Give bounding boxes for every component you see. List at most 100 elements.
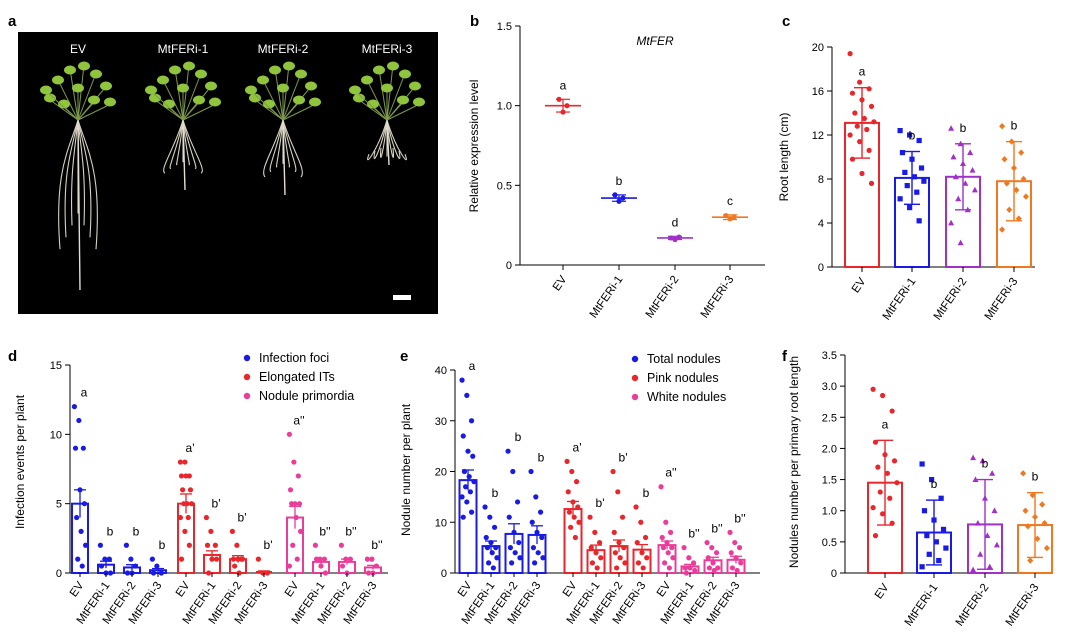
data-point-d xyxy=(97,542,103,548)
stem xyxy=(282,69,289,121)
significance-letter-d: b'' xyxy=(345,524,356,538)
bar-d xyxy=(177,502,195,574)
leaf xyxy=(373,65,385,75)
data-point-e xyxy=(571,514,577,520)
data-point-d xyxy=(286,431,292,437)
root xyxy=(282,119,297,173)
data-point-d xyxy=(124,570,131,576)
data-point-d xyxy=(187,487,194,493)
data-point-e xyxy=(516,539,522,546)
stem xyxy=(386,77,404,121)
data-point-d xyxy=(296,501,303,507)
data-point-f xyxy=(970,566,977,573)
significance-letter-f: b xyxy=(931,477,938,491)
x-tick-label-d: EV xyxy=(174,580,193,600)
data-point-d xyxy=(235,556,241,562)
chart-title-b: MtFER xyxy=(636,34,674,48)
data-point-e xyxy=(732,539,738,546)
data-point-d xyxy=(208,528,214,535)
data-point-e xyxy=(572,534,578,541)
data-point-c xyxy=(969,167,976,173)
data-point-d xyxy=(128,556,134,562)
leaf xyxy=(269,65,281,75)
primary-root xyxy=(386,119,390,166)
data-point-d xyxy=(255,556,261,562)
data-point-d xyxy=(339,563,346,569)
significance-letter-f: b xyxy=(982,457,989,471)
data-point-d xyxy=(107,570,114,576)
data-point-e xyxy=(470,453,476,459)
leaf xyxy=(58,99,70,109)
y-tick-label-f: 1.5 xyxy=(822,475,837,487)
stem xyxy=(182,77,200,121)
y-tick-label-e: 20 xyxy=(435,467,447,479)
data-point-d xyxy=(294,556,300,562)
stem xyxy=(153,93,184,121)
significance-letter-e: b' xyxy=(596,496,605,510)
stem xyxy=(48,93,79,121)
data-point-f xyxy=(1020,470,1027,477)
y-tick-label-c: 4 xyxy=(818,218,824,230)
data-point-d xyxy=(178,473,185,479)
significance-letter-e: b xyxy=(515,430,522,444)
data-point-e xyxy=(471,479,477,485)
x-tick-label-b: EV xyxy=(551,274,570,294)
significance-letter-d: b xyxy=(159,538,166,552)
data-point-d xyxy=(79,563,85,569)
root xyxy=(70,119,79,226)
data-point-e xyxy=(683,570,690,576)
data-point-d xyxy=(76,417,82,424)
data-point-c xyxy=(847,132,853,138)
data-point-c xyxy=(849,90,856,96)
y-tick-label-e: 10 xyxy=(435,517,447,529)
root xyxy=(58,119,79,250)
significance-letter-e: b'' xyxy=(688,527,699,541)
x-tick-label-c: MtFERi-1 xyxy=(881,276,919,323)
data-point-e xyxy=(529,519,535,525)
data-point-d xyxy=(312,542,318,548)
stem xyxy=(357,93,388,121)
data-point-d xyxy=(80,445,86,451)
data-point-d xyxy=(186,542,192,548)
data-point-c xyxy=(948,219,955,226)
data-point-d xyxy=(209,556,215,562)
stem xyxy=(257,101,284,121)
y-tick-label-f: 3.0 xyxy=(822,381,837,393)
x-tick-label-f: MtFERi-3 xyxy=(1004,582,1042,629)
stem xyxy=(77,105,108,121)
data-point-e xyxy=(687,565,693,571)
legend-label-e: White nodules xyxy=(647,390,726,404)
plant-photo xyxy=(18,32,438,314)
y-tick-label-c: 8 xyxy=(818,174,824,186)
data-point-f xyxy=(979,457,986,464)
data-point-d xyxy=(289,501,295,507)
y-tick-label-c: 16 xyxy=(812,86,824,98)
leaf xyxy=(399,69,411,79)
leaf xyxy=(40,85,52,95)
root xyxy=(77,119,86,226)
data-point-d xyxy=(189,501,195,507)
significance-letter-e: b'' xyxy=(711,522,722,536)
data-point-c xyxy=(909,156,915,162)
data-point-d xyxy=(373,563,379,569)
significance-letter-e: b xyxy=(538,451,545,465)
data-point-c xyxy=(907,205,913,211)
bar-e xyxy=(458,479,478,574)
data-point-c xyxy=(857,79,863,85)
data-point-e xyxy=(490,565,496,571)
legend-marker-d xyxy=(243,373,251,381)
data-point-e xyxy=(614,565,620,571)
leaf xyxy=(157,75,169,85)
data-point-d xyxy=(182,459,188,465)
stem xyxy=(379,73,388,121)
leaf xyxy=(169,65,181,75)
leaf xyxy=(277,83,289,93)
leaf xyxy=(88,95,100,105)
y-tick-label-c: 12 xyxy=(812,130,824,142)
leaf xyxy=(387,61,399,71)
significance-letter-e: b' xyxy=(619,451,628,465)
y-tick-label-b: 1.0 xyxy=(497,101,512,113)
data-point-e xyxy=(468,509,475,515)
data-point-f xyxy=(872,439,879,445)
data-point-f xyxy=(924,533,930,539)
